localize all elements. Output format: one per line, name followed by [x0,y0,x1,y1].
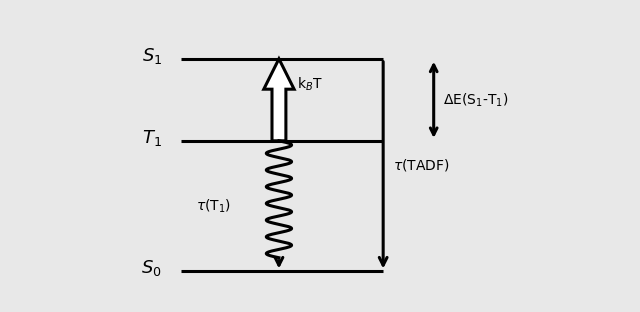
Text: $\Delta$E(S$_1$-T$_1$): $\Delta$E(S$_1$-T$_1$) [443,91,509,109]
Text: S$_0$: S$_0$ [141,258,162,278]
Text: $\tau$(T$_1$): $\tau$(T$_1$) [196,197,232,215]
Polygon shape [264,59,294,141]
Text: $\tau$(TADF): $\tau$(TADF) [393,157,449,173]
Text: k$_B$T: k$_B$T [297,76,323,93]
Text: S$_1$: S$_1$ [141,46,162,66]
Text: T$_1$: T$_1$ [142,128,162,148]
